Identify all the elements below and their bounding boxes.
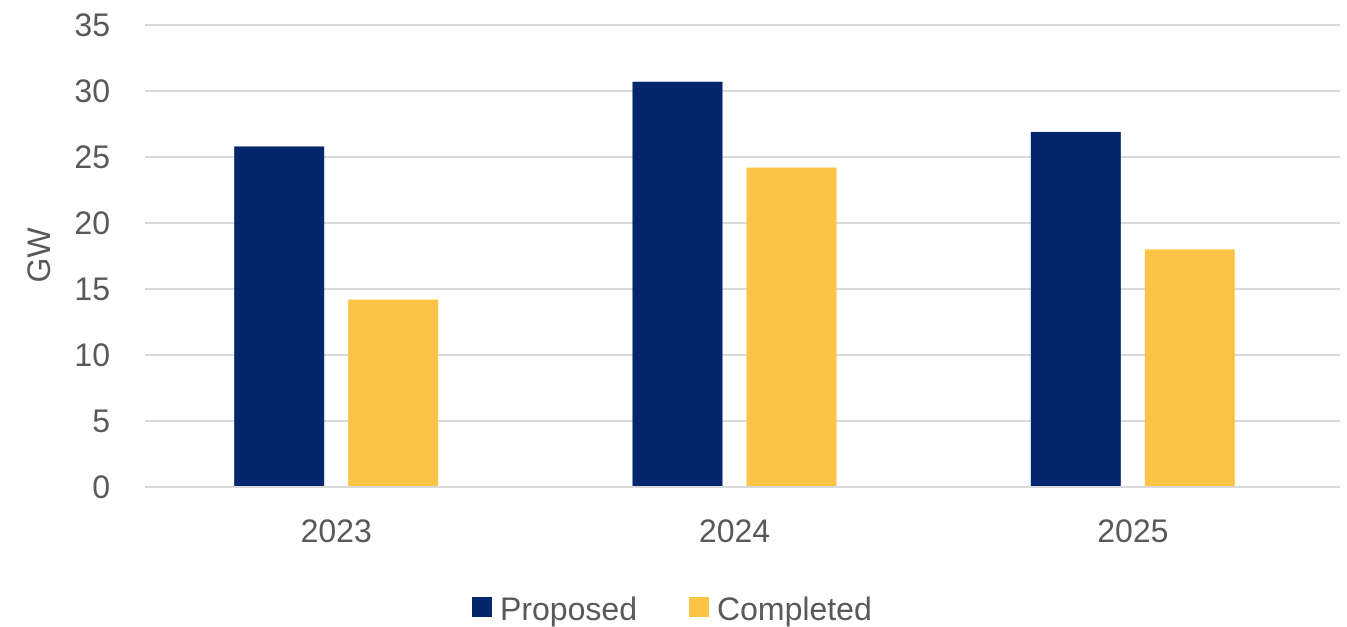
legend-label-proposed: Proposed [500, 591, 637, 627]
x-tick-label: 2023 [301, 513, 372, 549]
bar-proposed-2024 [633, 82, 723, 487]
legend-label-completed: Completed [717, 591, 872, 627]
bar-completed-2025 [1145, 249, 1235, 487]
y-tick-label: 35 [74, 7, 110, 43]
y-tick-label: 0 [92, 469, 110, 505]
legend-swatch-proposed [472, 597, 492, 617]
y-axis-title: GW [21, 227, 57, 283]
bars [234, 82, 1235, 487]
y-tick-label: 15 [74, 271, 110, 307]
x-axis-ticks: 2023 2024 2025 [145, 487, 1340, 549]
legend-swatch-completed [689, 597, 709, 617]
legend: Proposed Completed [472, 591, 872, 627]
bar-completed-2023 [348, 300, 438, 487]
y-tick-label: 5 [92, 403, 110, 439]
y-tick-label: 20 [74, 205, 110, 241]
x-tick-label: 2024 [699, 513, 770, 549]
y-tick-label: 25 [74, 139, 110, 175]
y-tick-label: 10 [74, 337, 110, 373]
y-axis-ticks: 0 5 10 15 20 25 30 35 [74, 7, 110, 505]
bar-proposed-2025 [1031, 132, 1121, 487]
x-tick-label: 2025 [1097, 513, 1168, 549]
bar-completed-2024 [747, 168, 837, 487]
y-tick-label: 30 [74, 73, 110, 109]
bar-proposed-2023 [234, 146, 324, 487]
